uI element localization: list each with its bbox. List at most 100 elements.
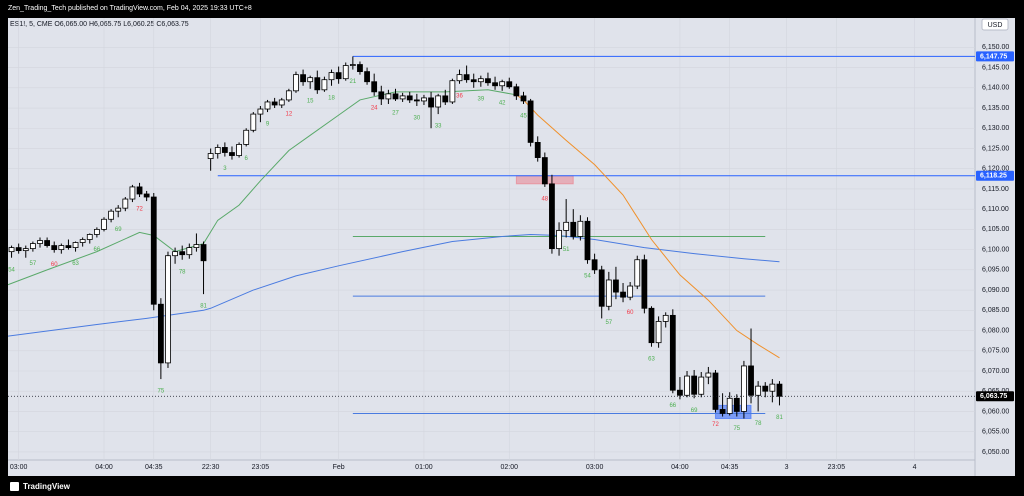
bar-count-label: 30	[413, 116, 420, 122]
candle-body	[698, 376, 705, 395]
candle-body	[648, 307, 655, 344]
candle-body	[613, 279, 619, 293]
header: Zen_Trading_Tech published on TradingVie…	[8, 5, 252, 12]
candle-body	[29, 243, 36, 250]
bar-count-label: 51	[563, 247, 570, 253]
candle-body	[584, 220, 591, 261]
candle-body	[51, 245, 58, 251]
candle-body	[243, 129, 250, 145]
bar-count-label: 24	[371, 105, 378, 111]
bar-count-label: 36	[456, 93, 463, 99]
candle-body	[44, 240, 50, 246]
candle-body	[335, 72, 342, 80]
candle-body	[8, 247, 15, 253]
x-tick-label: 03:00	[586, 464, 604, 471]
candle-body	[477, 78, 484, 83]
candle-body	[349, 64, 356, 66]
candle-body	[605, 279, 612, 307]
candle-body	[712, 372, 719, 410]
candle-body	[748, 365, 754, 396]
y-tick-label: 6,120.00	[982, 166, 1009, 173]
y-tick-label: 6,140.00	[982, 85, 1009, 92]
y-tick-label: 6,095.00	[982, 267, 1009, 274]
moving-average	[8, 89, 517, 286]
price-label: 6,063.75	[980, 393, 1007, 400]
bar-count-label: 27	[392, 111, 399, 117]
price-label-box	[976, 51, 1014, 62]
bar-count-label: 3	[223, 166, 227, 172]
price-label-box	[976, 170, 1014, 181]
y-tick-label: 6,055.00	[982, 429, 1009, 436]
candle-body	[200, 244, 207, 262]
candle-body	[186, 247, 193, 256]
footer-logo	[10, 482, 19, 491]
candle-body	[527, 100, 534, 143]
bar-count-label: 45	[520, 114, 527, 120]
candle-body	[193, 244, 200, 248]
candle-body	[705, 372, 712, 378]
candle-body	[513, 86, 520, 97]
candle-body	[598, 269, 605, 307]
candle-body	[357, 64, 363, 73]
candle-body	[655, 321, 662, 344]
candle-body	[627, 285, 634, 298]
bar-count-label: 39	[477, 96, 484, 102]
candle-body	[669, 314, 676, 391]
candle-body	[229, 152, 235, 156]
y-tick-label: 6,145.00	[982, 64, 1009, 71]
candle-body	[72, 242, 79, 248]
candle-body	[719, 409, 726, 414]
y-tick-label: 6,050.00	[982, 449, 1009, 456]
bar-count-label: 63	[72, 261, 79, 267]
price-label: 6,118.25	[980, 173, 1007, 180]
bar-count-label: 33	[435, 124, 442, 130]
bar-count-label: 60	[627, 310, 634, 316]
x-tick-label: 22:30	[202, 464, 220, 471]
candle-body	[406, 95, 413, 101]
candle-body	[634, 259, 641, 287]
price-label-box	[976, 391, 1014, 402]
candle-body	[22, 248, 29, 252]
candle-body	[492, 82, 498, 87]
candle-body	[463, 74, 470, 81]
candle-body	[456, 74, 463, 82]
candle-body	[285, 90, 292, 101]
bar-count-label: 81	[200, 304, 207, 310]
y-tick-label: 6,105.00	[982, 226, 1009, 233]
candle-body	[86, 234, 93, 240]
candle-body	[300, 74, 306, 83]
bar-count-label: 60	[51, 262, 58, 268]
footer-brand: TradingView	[23, 482, 71, 491]
y-tick-label: 6,130.00	[982, 125, 1009, 132]
candle-body	[577, 220, 584, 237]
bar-count-label: 21	[350, 79, 357, 85]
y-tick-label: 6,090.00	[982, 287, 1009, 294]
candle-body	[221, 147, 228, 153]
candle-body	[392, 93, 399, 100]
bar-count-label: 72	[712, 422, 719, 428]
candle-body	[755, 385, 762, 396]
candle-body	[122, 198, 129, 209]
y-tick-label: 6,080.00	[982, 327, 1009, 334]
candle-body	[264, 101, 271, 110]
y-tick-label: 6,070.00	[982, 368, 1009, 375]
candle-body	[506, 81, 513, 88]
currency-button[interactable]	[981, 18, 1009, 31]
candle-body	[278, 99, 285, 106]
candle-body	[449, 80, 456, 103]
candle-body	[165, 255, 171, 364]
bar-count-label: 12	[286, 112, 293, 118]
bar-count-label: 6	[245, 156, 249, 162]
candle-body	[79, 239, 86, 243]
candle-body	[726, 397, 733, 414]
y-tick-label: 6,075.00	[982, 348, 1009, 355]
candle-body	[93, 228, 100, 235]
candle-body	[236, 144, 242, 156]
candle-body	[677, 389, 683, 396]
x-tick-label: 02:00	[501, 464, 519, 471]
currency-label[interactable]: USD	[988, 22, 1003, 29]
y-tick-label: 6,060.00	[982, 408, 1009, 415]
candle-body	[129, 186, 136, 200]
x-tick-label: 3	[785, 464, 789, 471]
